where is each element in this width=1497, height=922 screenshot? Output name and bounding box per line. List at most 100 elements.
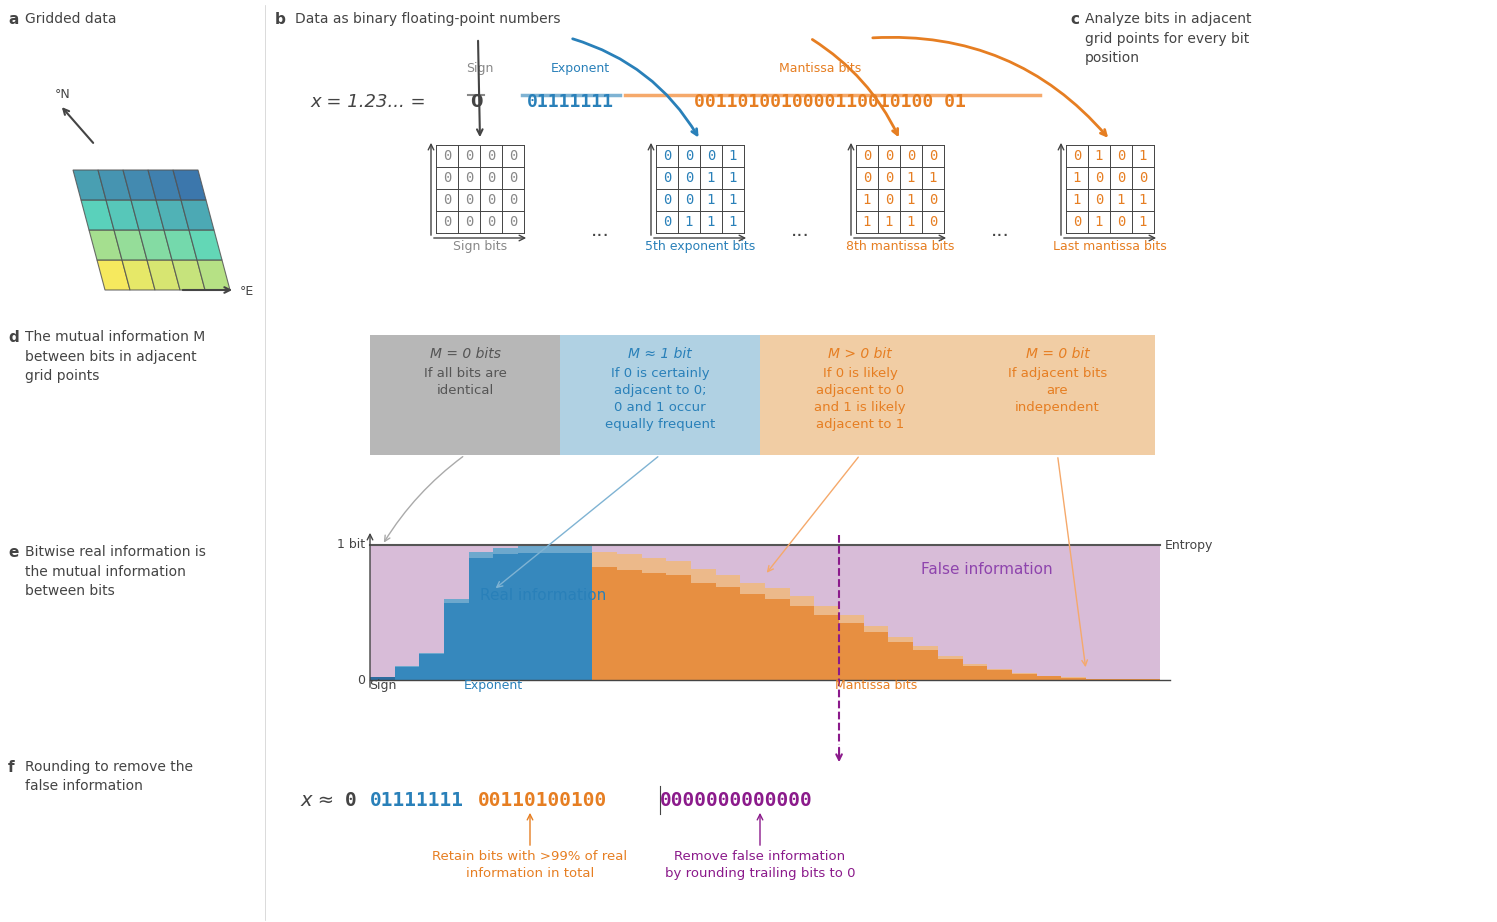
Bar	[1061, 678, 1085, 680]
Bar	[838, 615, 864, 680]
Text: 0: 0	[464, 215, 473, 229]
Bar	[790, 607, 814, 680]
Bar	[692, 569, 716, 680]
Text: 1: 1	[1139, 215, 1147, 229]
Bar	[567, 547, 593, 680]
Text: 0: 0	[928, 215, 937, 229]
Bar	[445, 599, 469, 680]
Text: Real information: Real information	[479, 587, 606, 602]
Text: 00110100100: 00110100100	[478, 790, 608, 810]
Text: c: c	[1070, 12, 1079, 27]
Text: If 0 is certainly
adjacent to 0;
0 and 1 occur
equally frequent: If 0 is certainly adjacent to 0; 0 and 1…	[605, 367, 716, 431]
Bar	[1111, 679, 1135, 680]
Text: 0: 0	[1117, 171, 1126, 185]
Text: a: a	[7, 12, 18, 27]
Bar	[1036, 677, 1061, 680]
Text: 1 bit: 1 bit	[337, 538, 365, 551]
Bar	[913, 650, 937, 680]
Bar	[765, 599, 790, 680]
Bar	[395, 668, 419, 680]
Text: 0: 0	[344, 790, 356, 810]
Text: 1: 1	[729, 149, 737, 163]
Bar	[864, 632, 888, 680]
Text: 1: 1	[707, 171, 716, 185]
Bar	[469, 551, 494, 680]
Text: 1: 1	[684, 215, 693, 229]
Text: 0: 0	[928, 193, 937, 207]
Bar	[913, 646, 937, 680]
Text: 1: 1	[907, 171, 915, 185]
Bar	[617, 554, 642, 680]
Bar	[1012, 674, 1036, 680]
Text: 0: 0	[862, 171, 871, 185]
Polygon shape	[73, 170, 106, 200]
Bar	[1036, 676, 1061, 680]
Text: ...: ...	[991, 220, 1009, 240]
Text: 0: 0	[663, 149, 671, 163]
Bar	[494, 548, 518, 680]
Text: 0: 0	[684, 149, 693, 163]
Bar	[963, 664, 987, 680]
Text: 0: 0	[684, 193, 693, 207]
Text: Mantissa bits: Mantissa bits	[835, 679, 918, 692]
Bar	[419, 655, 445, 680]
Text: 1: 1	[707, 193, 716, 207]
Bar	[1111, 679, 1135, 680]
Polygon shape	[106, 200, 139, 230]
Bar	[937, 658, 963, 680]
Bar	[642, 573, 666, 680]
Bar	[1085, 679, 1111, 680]
Text: 1: 1	[729, 193, 737, 207]
Text: ...: ...	[591, 220, 609, 240]
Bar	[963, 666, 987, 680]
Bar	[419, 653, 445, 680]
Polygon shape	[165, 230, 198, 260]
Text: Mantissa bits: Mantissa bits	[778, 62, 861, 75]
Polygon shape	[148, 170, 181, 200]
Polygon shape	[174, 170, 207, 200]
Bar	[765, 588, 790, 680]
Text: 0: 0	[487, 215, 496, 229]
Bar	[1085, 679, 1111, 680]
Text: Remove false information
by rounding trailing bits to 0: Remove false information by rounding tra…	[665, 850, 855, 880]
Bar	[642, 559, 666, 680]
Text: 0: 0	[356, 673, 365, 687]
Text: 1: 1	[885, 215, 894, 229]
Bar	[445, 599, 469, 680]
Bar	[593, 551, 617, 680]
Text: 1: 1	[928, 171, 937, 185]
Text: 0: 0	[443, 193, 451, 207]
Text: Sign: Sign	[368, 679, 397, 692]
Text: 1: 1	[862, 193, 871, 207]
Text: 0: 0	[1073, 215, 1081, 229]
Bar	[617, 570, 642, 680]
Polygon shape	[88, 230, 121, 260]
Text: 0: 0	[443, 171, 451, 185]
Text: 0: 0	[862, 149, 871, 163]
Text: 0: 0	[464, 149, 473, 163]
Text: 01111111: 01111111	[527, 93, 614, 111]
Polygon shape	[181, 200, 214, 230]
Text: M = 0 bit: M = 0 bit	[1025, 347, 1090, 361]
Text: The mutual information M
between bits in adjacent
grid points: The mutual information M between bits in…	[25, 330, 205, 383]
FancyBboxPatch shape	[560, 335, 760, 455]
Text: 0: 0	[443, 215, 451, 229]
Text: 5th exponent bits: 5th exponent bits	[645, 240, 754, 253]
Text: 0: 0	[885, 193, 894, 207]
Text: 8th mantissa bits: 8th mantissa bits	[846, 240, 954, 253]
Text: 0: 0	[1117, 215, 1126, 229]
Text: False information: False information	[921, 562, 1052, 577]
Text: If adjacent bits
are
independent: If adjacent bits are independent	[1007, 367, 1108, 414]
Polygon shape	[123, 170, 156, 200]
Text: 0: 0	[487, 149, 496, 163]
Text: Exponent: Exponent	[464, 679, 522, 692]
Text: 0011010010000110010100 01: 0011010010000110010100 01	[695, 93, 966, 111]
Text: °E: °E	[240, 285, 254, 298]
Polygon shape	[147, 260, 180, 290]
Text: If 0 is likely
adjacent to 0
and 1 is likely
adjacent to 1: If 0 is likely adjacent to 0 and 1 is li…	[814, 367, 906, 431]
Text: x = 1.23... =: x = 1.23... =	[310, 93, 431, 111]
Text: Analyze bits in adjacent
grid points for every bit
position: Analyze bits in adjacent grid points for…	[1085, 12, 1251, 65]
Text: 1: 1	[1139, 149, 1147, 163]
Text: 1: 1	[1073, 193, 1081, 207]
Bar	[1061, 678, 1085, 680]
